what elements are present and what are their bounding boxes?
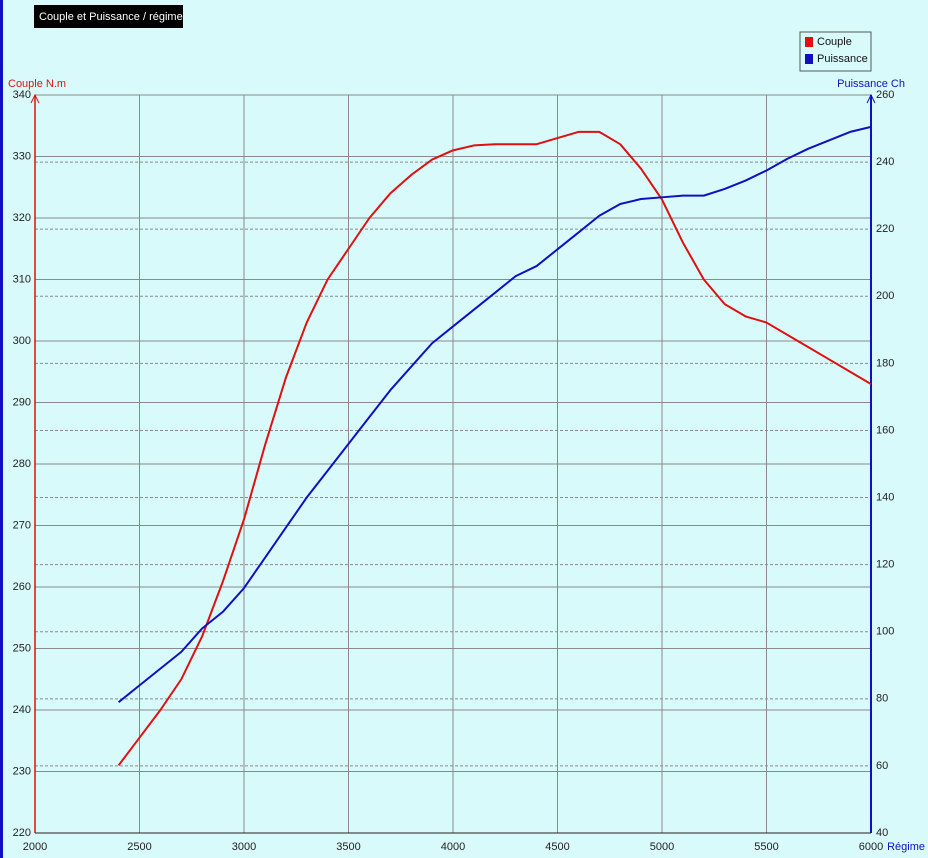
x-tick-label: 6000 [859,841,883,853]
y-tick-label: 340 [13,89,31,101]
y-tick-label: 260 [13,581,31,593]
legend-label: Couple [817,36,852,48]
x-tick-label: 5500 [754,841,778,853]
y2-tick-label: 80 [876,693,888,705]
y-tick-label: 220 [13,827,31,839]
y2-tick-label: 100 [876,626,894,638]
y2-tick-label: 120 [876,559,894,571]
y2-axis-arrow [866,93,876,104]
y2-tick-label: 60 [876,760,888,772]
title-box [34,5,183,28]
y2-tick-label: 40 [876,827,888,839]
y2-axis-label: Puissance Ch [837,78,905,90]
y-axis-label: Couple N.m [8,78,66,90]
y2-tick-label: 240 [876,156,894,168]
y-tick-label: 240 [13,704,31,716]
y2-tick-label: 180 [876,357,894,369]
y-axis-arrow [30,93,40,104]
legend-swatch [805,37,813,47]
y2-tick-label: 140 [876,491,894,503]
y-tick-label: 330 [13,150,31,162]
y-tick-label: 230 [13,765,31,777]
x-axis-label: Régime [887,841,925,853]
x-tick-label: 3000 [232,841,256,853]
y2-tick-label: 220 [876,223,894,235]
x-tick-label: 3500 [336,841,360,853]
y-tick-label: 310 [13,273,31,285]
y-tick-label: 250 [13,642,31,654]
y-tick-label: 290 [13,396,31,408]
chart-title: Couple et Puissance / régime [39,11,183,23]
x-tick-label: 5000 [650,841,674,853]
y-tick-label: 270 [13,519,31,531]
legend-label: Puissance [817,53,868,65]
x-tick-label: 4000 [441,841,465,853]
y2-tick-label: 200 [876,290,894,302]
y-tick-label: 300 [13,335,31,347]
x-tick-label: 2500 [127,841,151,853]
y-tick-label: 320 [13,212,31,224]
series-line [117,125,872,703]
y2-tick-label: 160 [876,424,894,436]
y-tick-label: 280 [13,458,31,470]
x-tick-label: 4500 [545,841,569,853]
left-edge [0,0,3,858]
series-line [117,130,872,766]
legend-swatch [805,54,813,64]
y2-tick-label: 260 [876,89,894,101]
x-tick-label: 2000 [23,841,47,853]
